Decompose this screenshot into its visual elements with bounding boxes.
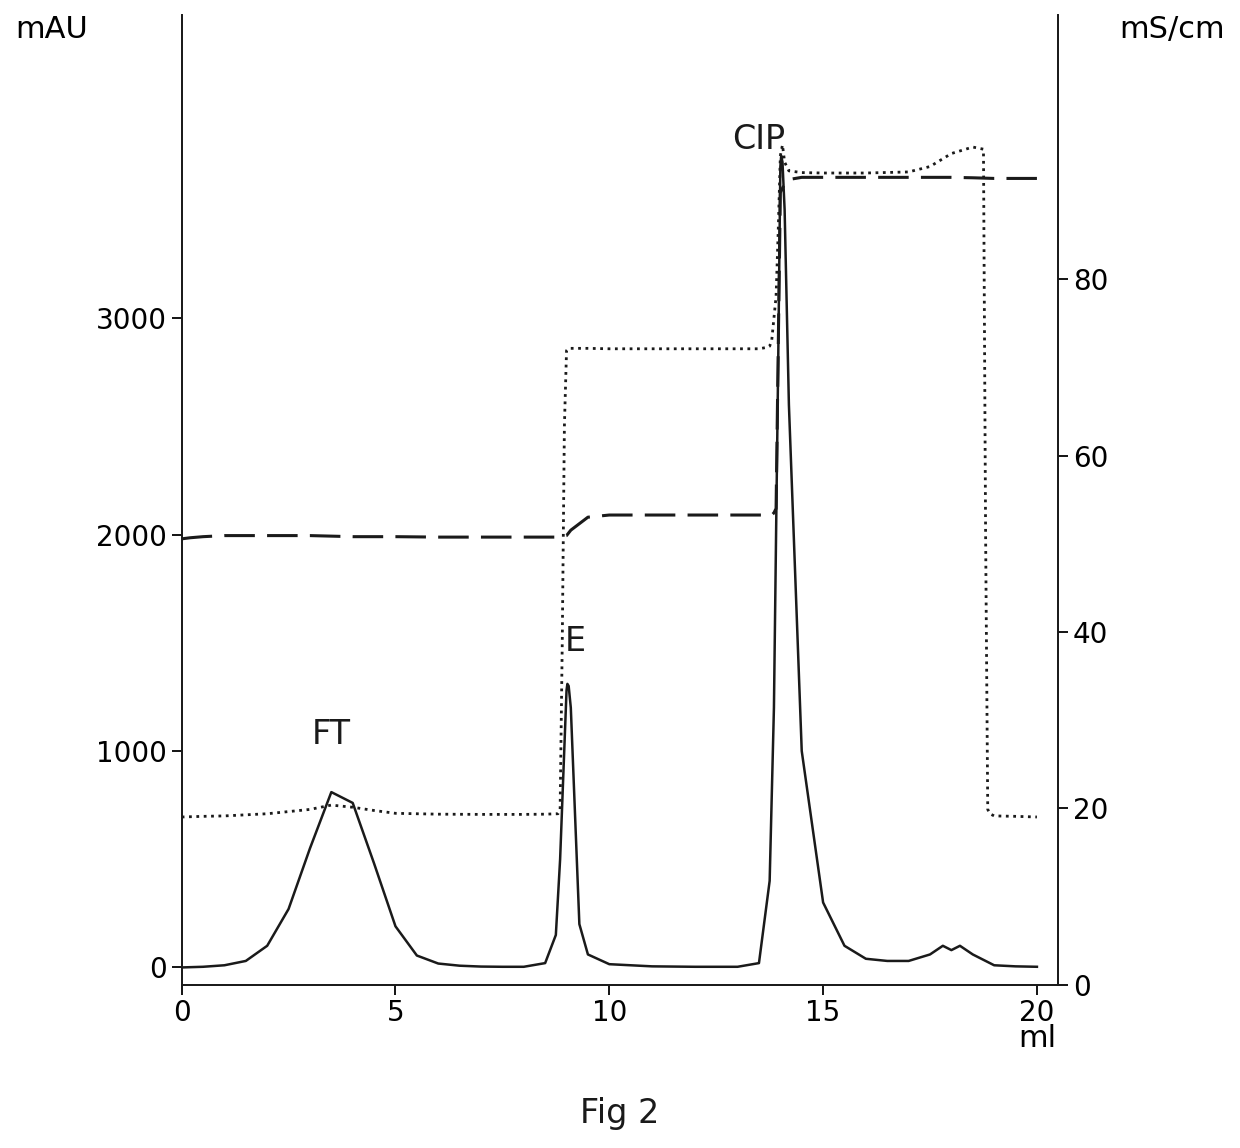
Y-axis label: mAU: mAU xyxy=(15,15,88,44)
Text: CIP: CIP xyxy=(733,123,785,156)
Text: Fig 2: Fig 2 xyxy=(580,1097,660,1130)
Text: E: E xyxy=(564,625,585,658)
Text: ml: ml xyxy=(1018,1024,1056,1053)
Text: FT: FT xyxy=(311,718,351,751)
Y-axis label: mS/cm: mS/cm xyxy=(1120,15,1225,44)
